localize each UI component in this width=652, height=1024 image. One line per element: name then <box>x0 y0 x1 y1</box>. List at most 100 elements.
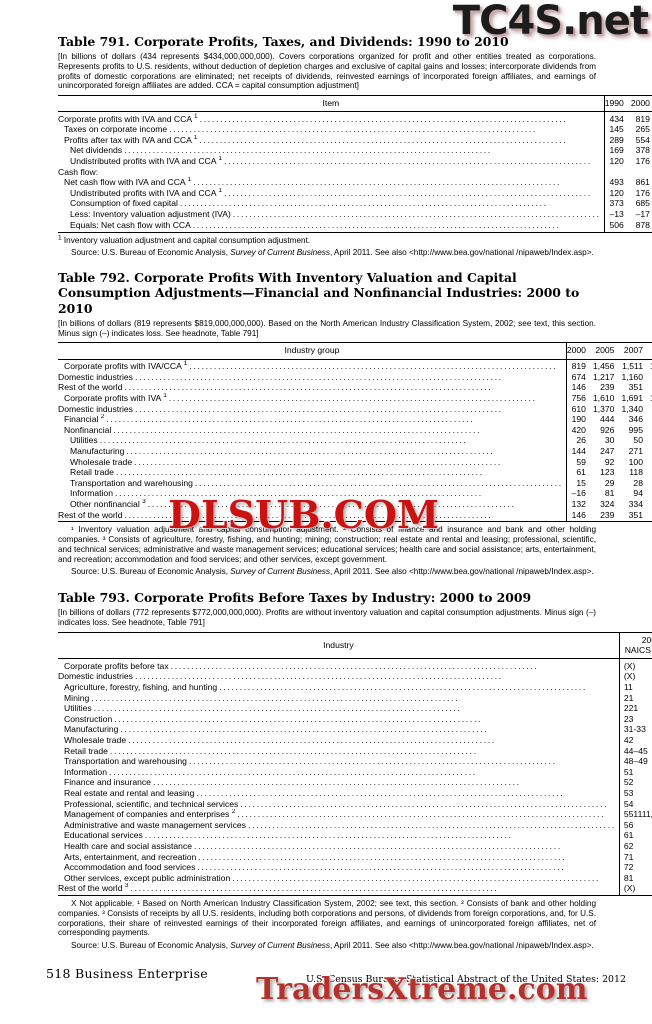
naics-code-cell: 21 <box>618 692 652 704</box>
t791-col-header: 2000 <box>630 94 652 113</box>
naics-code-cell: 61 <box>618 830 652 841</box>
data-cell: 819 <box>565 359 593 372</box>
table-row: Rest of the world.......................… <box>58 382 652 393</box>
table-791-header-row: Item1990200020052007200820092010 <box>58 94 652 113</box>
row-label: Corporate profits with IVA/CCA 1........… <box>64 360 558 372</box>
table-row: Other nonfinancial 3....................… <box>58 498 652 510</box>
data-cell: 169 <box>603 145 631 156</box>
table-row: Other services, except public administra… <box>58 872 652 884</box>
data-cell: 132 <box>565 498 593 510</box>
table-792-source: Source: U.S. Bureau of Economic Analysis… <box>58 567 596 577</box>
data-cell: 94 <box>633 488 643 499</box>
data-cell: 118 <box>629 467 643 478</box>
table-row: Professional, scientific, and technical … <box>58 798 652 810</box>
data-cell <box>603 166 631 178</box>
table-793-header-row: Industry2002NAICS code 12000200520072008… <box>58 631 652 660</box>
row-label: Rest of the world.......................… <box>58 509 567 523</box>
table-row: Utilities...............................… <box>58 435 652 446</box>
data-cell: 176 <box>635 187 650 198</box>
row-label: Cash flow: <box>58 166 99 177</box>
row-label: Domestic industries.....................… <box>58 371 503 382</box>
table-row: Undistributed profits with IVA and CCA 1… <box>58 155 652 167</box>
row-label: Domestic industries.....................… <box>58 403 503 414</box>
data-cell: 92 <box>604 456 615 467</box>
table-row: Transportation and warehousing..........… <box>58 756 652 767</box>
data-cell: 1,610 <box>592 393 615 404</box>
t792-stub-header: Industry group <box>58 342 567 360</box>
data-cell: 926 <box>600 424 615 435</box>
source-suffix: , April 2011. See also <http://www.bea.g… <box>329 941 594 951</box>
data-cell: 1,370 <box>592 403 615 414</box>
table-row: Construction............................… <box>58 713 652 725</box>
data-cell: 1,691 <box>621 393 643 404</box>
naics-code-cell: 62 <box>618 840 652 852</box>
data-cell: 324 <box>600 498 615 509</box>
data-cell: 81 <box>604 488 615 499</box>
table-row: Management of companies and enterprises … <box>58 809 652 820</box>
table-792-title: Table 792. Corporate Profits With Invent… <box>58 269 580 316</box>
data-cell: 685 <box>635 198 650 209</box>
data-cell: 1,263 <box>650 359 652 372</box>
table-row: Information.............................… <box>58 488 652 499</box>
source-publication: Survey of Current Business <box>230 567 330 577</box>
row-label: Net dividends...........................… <box>70 145 492 156</box>
data-cell: 61 <box>565 467 593 478</box>
table-row: Administrative and waste management serv… <box>58 819 652 831</box>
data-cell: 1,456 <box>592 361 615 372</box>
naics-code-cell: 44–45 <box>618 745 652 757</box>
naics-code-cell: 54 <box>618 798 652 810</box>
table-row: Transportation and warehousing..........… <box>58 477 652 489</box>
naics-code-cell: 56 <box>618 819 652 831</box>
table-row: Wholesale trade.........................… <box>58 734 652 746</box>
data-cell <box>631 167 652 178</box>
row-label: Equals: Net cash flow with CCA..........… <box>58 219 605 233</box>
naics-code-cell: 81 <box>618 872 652 884</box>
table-row: Equals: Net cash flow with CCA..........… <box>58 219 652 233</box>
data-cell: 144 <box>565 445 593 457</box>
row-label: Utilities...............................… <box>64 703 462 714</box>
data-cell: 120 <box>603 155 631 167</box>
table-792-header-row: Industry group200020052007200820092010 <box>58 342 652 360</box>
row-label: Undistributed profits with IVA and CCA 1… <box>70 155 592 167</box>
table-791-footnote: 1 Inventory valuation adjustment and cap… <box>58 234 596 246</box>
data-cell: 1,289 <box>650 393 652 404</box>
table-793-footnote: X Not applicable. ¹ Based on North Ameri… <box>58 899 596 938</box>
data-cell: 434 <box>603 111 631 125</box>
data-cell: 334 <box>628 498 643 509</box>
data-cell: 26 <box>565 435 593 446</box>
naics-code-cell: 11 <box>618 681 652 693</box>
data-cell: 100 <box>628 456 643 467</box>
data-cell: 247 <box>600 446 615 456</box>
table-row: Corporate profits with IVA 1............… <box>58 392 652 404</box>
data-cell: 28 <box>633 477 643 488</box>
row-label: Manufacturing...........................… <box>70 446 495 456</box>
table-row: Rest of the world 3.....................… <box>58 883 652 897</box>
naics-code-cell: 71 <box>618 851 652 863</box>
naics-code-cell: (X) <box>618 671 652 682</box>
row-label: Consumption of fixed capital............… <box>70 198 548 209</box>
table-row: Corporate profits with IVA and CCA 1....… <box>58 111 652 125</box>
table-row: Manufacturing...........................… <box>58 445 652 457</box>
data-cell: 554 <box>635 134 650 145</box>
data-cell: 420 <box>565 424 593 436</box>
data-cell: 50 <box>633 435 643 446</box>
table-row: Corporate profits with IVA/CCA 1........… <box>58 359 652 372</box>
data-cell: 819 <box>635 113 650 124</box>
data-cell: 1,511 <box>622 361 643 372</box>
data-cell: 59 <box>565 456 593 468</box>
t792-col-header: 2005 <box>592 342 622 360</box>
row-label: Profits after tax with IVA and CCA 1....… <box>64 134 568 145</box>
row-label: Net cash flow with IVA and CCA 1........… <box>64 177 562 188</box>
data-cell: 29 <box>604 477 615 488</box>
data-cell: 265 <box>635 124 650 135</box>
table-row: Retail trade............................… <box>58 467 652 478</box>
naics-code-cell: 31-33 <box>618 724 652 735</box>
table-row: Profits after tax with IVA and CCA 1....… <box>58 134 652 146</box>
table-row: Undistributed profits with IVA and CCA 1… <box>58 187 652 199</box>
table-row: Finance and insurance...................… <box>58 777 652 788</box>
table-row: Wholesale trade.........................… <box>58 456 652 468</box>
data-cell: 190 <box>565 414 593 425</box>
source-suffix: , April 2011. See also <http://www.bea.g… <box>329 567 594 577</box>
data-cell: 878 <box>630 219 652 233</box>
